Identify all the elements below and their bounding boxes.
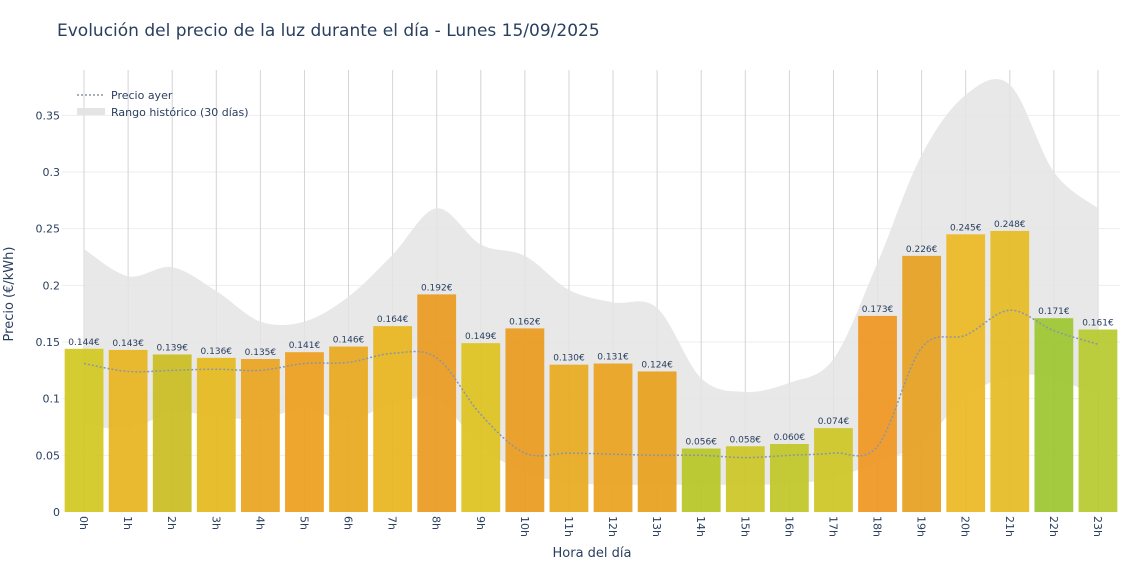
x-tick-label: 7h — [386, 516, 399, 530]
x-axis-ticks: 0h 1h 2h 3h 4h 5h 6h 7h 8h 9h 10h 11h 12h 13h 14h 15h 16… — [77, 516, 1104, 537]
legend-item-yesterday: Precio ayer — [111, 89, 173, 102]
x-tick-label: 21h — [1003, 516, 1016, 537]
bar-label-12h: 0.131€ — [597, 353, 629, 363]
y-axis-label: Precio (€/kWh) — [2, 247, 17, 342]
x-tick-label: 6h — [342, 516, 355, 530]
x-tick-label: 1h — [121, 516, 134, 530]
x-tick-label: 22h — [1047, 516, 1060, 537]
x-tick-label: 5h — [297, 516, 310, 530]
bar-20h — [946, 234, 986, 513]
x-tick-label: 18h — [871, 516, 884, 537]
bar-12h — [593, 363, 633, 512]
x-tick-label: 0h — [77, 516, 90, 530]
bar-4h — [240, 359, 280, 512]
y-tick-label: 0.35 — [36, 109, 61, 122]
x-tick-label: 13h — [650, 516, 663, 537]
y-axis-ticks: 0 0.05 0.1 0.15 0.2 0.25 0.3 0.35 — [36, 109, 61, 519]
bar-label-14h: 0.056€ — [685, 438, 717, 448]
bar-label-16h: 0.060€ — [774, 433, 806, 443]
bar-13h — [637, 371, 677, 512]
x-tick-label: 4h — [253, 516, 266, 530]
bar-1h — [108, 349, 148, 512]
bar-label-10h: 0.162€ — [509, 317, 541, 327]
legend: Precio ayer Rango histórico (30 días) — [77, 89, 249, 119]
chart-title: Evolución del precio de la luz durante e… — [57, 21, 600, 41]
bar-value-labels: 0.144€ 0.143€ 0.139€ 0.136€ 0.135€ 0.141€ 0.14… — [68, 220, 1114, 448]
bar-label-15h: 0.058€ — [730, 435, 762, 445]
bar-8h — [417, 294, 457, 512]
bar-16h — [769, 444, 809, 512]
bar-label-22h: 0.171€ — [1038, 307, 1070, 317]
bars — [64, 230, 1118, 513]
x-tick-label: 10h — [518, 516, 531, 537]
yesterday-price-line — [83, 309, 1099, 459]
bar-21h — [990, 230, 1030, 512]
y-tick-label: 0.1 — [43, 393, 61, 406]
bar-0h — [64, 348, 104, 512]
y-tick-label: 0 — [53, 506, 60, 519]
x-tick-label: 16h — [782, 516, 795, 537]
bar-10h — [505, 328, 545, 512]
bar-19h — [902, 255, 942, 512]
historical-range-band — [84, 79, 1098, 485]
bar-5h — [285, 352, 324, 512]
bar-14h — [681, 448, 721, 512]
x-tick-label: 11h — [562, 516, 575, 537]
x-tick-label: 9h — [474, 516, 487, 530]
x-tick-label: 20h — [959, 516, 972, 537]
y-tick-label: 0.25 — [36, 223, 61, 236]
bar-label-11h: 0.130€ — [553, 354, 585, 364]
bar-label-21h: 0.248€ — [994, 220, 1026, 230]
bar-11h — [549, 364, 589, 512]
bar-label-9h: 0.149€ — [465, 332, 497, 342]
y-tick-label: 0.05 — [36, 449, 61, 462]
x-tick-label: 15h — [738, 516, 751, 537]
bar-label-13h: 0.124€ — [641, 360, 673, 370]
x-tick-label: 14h — [694, 516, 707, 537]
y-tick-label: 0.3 — [43, 166, 61, 179]
bar-3h — [196, 357, 236, 512]
bar-22h — [1034, 318, 1074, 512]
x-tick-label: 2h — [165, 516, 178, 530]
bar-label-0h: 0.144€ — [68, 338, 100, 348]
x-tick-label: 19h — [915, 516, 928, 537]
bar-label-6h: 0.146€ — [333, 336, 365, 346]
bar-label-23h: 0.161€ — [1082, 319, 1114, 329]
bar-label-5h: 0.141€ — [289, 341, 321, 351]
x-tick-label: 23h — [1091, 516, 1104, 537]
bar-23h — [1078, 329, 1118, 512]
legend-swatch-range — [77, 108, 105, 115]
bar-label-7h: 0.164€ — [377, 315, 409, 325]
bar-17h — [814, 428, 853, 512]
bar-label-4h: 0.135€ — [245, 348, 277, 358]
bar-label-17h: 0.074€ — [818, 417, 850, 427]
y-tick-label: 0.2 — [43, 279, 61, 292]
bar-label-3h: 0.136€ — [201, 347, 233, 357]
x-tick-label: 17h — [826, 516, 839, 537]
bar-6h — [329, 346, 368, 512]
x-tick-label: 8h — [430, 516, 443, 530]
x-axis-label: Hora del día — [553, 546, 632, 561]
bar-15h — [725, 446, 765, 512]
y-tick-label: 0.15 — [36, 336, 61, 349]
x-tick-label: 3h — [209, 516, 222, 530]
bar-label-8h: 0.192€ — [421, 283, 453, 293]
bar-7h — [373, 326, 413, 512]
bar-18h — [858, 315, 897, 512]
bar-label-20h: 0.245€ — [950, 223, 982, 233]
bar-label-1h: 0.143€ — [112, 339, 144, 349]
bar-9h — [461, 343, 501, 512]
legend-item-range: Rango histórico (30 días) — [111, 106, 249, 119]
bar-label-18h: 0.173€ — [862, 305, 894, 315]
x-tick-label: 12h — [606, 516, 619, 537]
bar-label-19h: 0.226€ — [906, 245, 938, 255]
bar-label-2h: 0.139€ — [156, 343, 188, 353]
bar-2h — [152, 354, 192, 512]
